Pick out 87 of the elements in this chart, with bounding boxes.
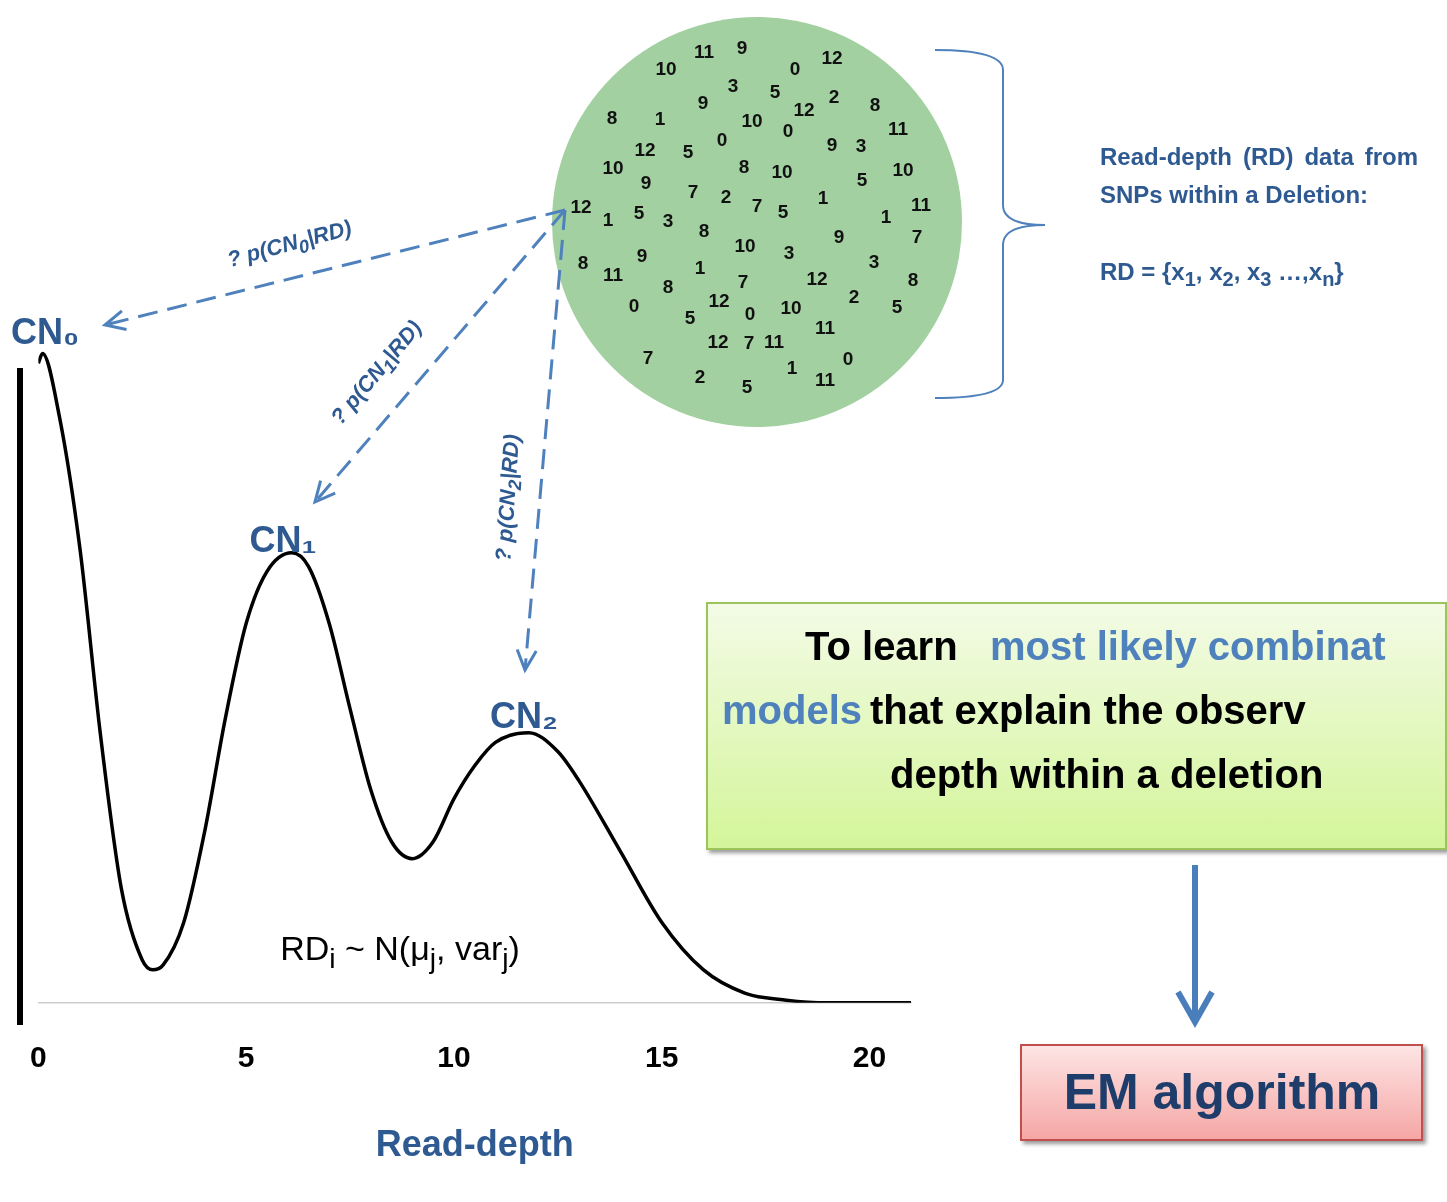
text: 11: [763, 331, 785, 353]
text: 0: [782, 120, 794, 142]
text: 12: [570, 196, 592, 218]
text: 0: [744, 303, 756, 325]
text: 9: [697, 92, 709, 114]
text: Read-depth (RD) data from SNPs within a Deletion:: [1100, 142, 1418, 210]
text: 7: [743, 332, 755, 354]
text: CN₀: [10, 311, 80, 353]
text: 10: [741, 110, 763, 132]
text: 0: [716, 129, 728, 151]
text: 7: [687, 181, 699, 203]
text: 5: [682, 141, 694, 163]
text: 0: [789, 58, 801, 80]
annotation: depth within a deletion: [890, 752, 1324, 797]
text: 3: [868, 251, 880, 273]
text: 11: [887, 118, 909, 140]
text: 1: [654, 108, 666, 130]
text: 8: [577, 252, 589, 274]
text: 12: [821, 47, 843, 69]
text: 1: [694, 257, 706, 279]
text: 10: [602, 157, 624, 179]
annotation: 2: [694, 366, 706, 388]
annotation: that explain the observ: [870, 688, 1306, 733]
x-tick-label: 0: [30, 1040, 47, 1074]
text: 5: [684, 307, 696, 329]
text: 10: [655, 58, 677, 80]
x-tick-label: 10: [437, 1040, 471, 1074]
annotation: 11: [814, 369, 836, 391]
x-tick-label: 20: [852, 1040, 887, 1074]
text: EM algorithm: [1063, 1063, 1381, 1121]
annotation: 7: [642, 347, 654, 369]
text: 1: [817, 187, 829, 209]
text: 9: [833, 226, 845, 248]
text: 11: [693, 41, 715, 63]
text: 8: [606, 107, 618, 129]
annotation: CN₁: [249, 519, 317, 561]
x-axis-title: Read-depth: [375, 1123, 574, 1165]
text: 10: [892, 159, 914, 181]
text: 5: [769, 81, 781, 103]
text: 8: [738, 156, 750, 178]
text: RD = {x$_{1}$, x$_{2}$, x$_{3}$ …,x$_{n}$}: [1100, 258, 1344, 290]
text: 8: [869, 94, 881, 116]
text: 2: [828, 86, 840, 108]
text: 3: [662, 210, 674, 232]
text: 7: [911, 226, 923, 248]
text: 8: [698, 220, 710, 242]
text: most likely combinat: [990, 624, 1386, 669]
text: 8: [662, 276, 674, 298]
text: 3: [855, 135, 867, 157]
text: 12: [707, 331, 729, 353]
text: 5: [777, 201, 789, 223]
annotation: To learn: [805, 624, 958, 669]
x-tick-label: 5: [237, 1040, 255, 1074]
text: 3: [727, 75, 739, 97]
annotation: 1: [786, 357, 798, 379]
text: 2: [848, 286, 860, 308]
text: 10: [771, 161, 793, 183]
text: 12: [806, 268, 828, 290]
annotation: 0: [842, 348, 854, 370]
text: 9: [826, 134, 838, 156]
annotation: CN₂: [490, 695, 558, 737]
text: 1: [880, 206, 892, 228]
text: 8: [907, 269, 919, 291]
text: 10: [734, 235, 756, 257]
text: 11: [602, 264, 624, 286]
text: 9: [640, 172, 652, 194]
text: 7: [751, 195, 763, 217]
text: 9: [636, 245, 648, 267]
text: 3: [783, 242, 795, 264]
text: 11: [910, 194, 932, 216]
text: 5: [856, 169, 868, 191]
text: 12: [708, 290, 730, 312]
text: 1: [602, 209, 614, 231]
text: 5: [633, 202, 645, 224]
text: 2: [720, 186, 732, 208]
annotation: 5: [741, 376, 753, 398]
text: 7: [737, 271, 749, 293]
text: 12: [793, 99, 815, 121]
text: 10: [780, 297, 802, 319]
annotation: models: [722, 688, 863, 733]
text: 9: [736, 37, 748, 59]
annotation: RD$_{i}$ ~ N(μ$_{j}$, var$_{j}$): [280, 929, 520, 975]
text: 5: [891, 296, 903, 318]
text: 12: [634, 139, 656, 161]
text: 11: [814, 317, 836, 339]
text: 0: [628, 295, 640, 317]
x-tick-label: 15: [644, 1040, 679, 1074]
